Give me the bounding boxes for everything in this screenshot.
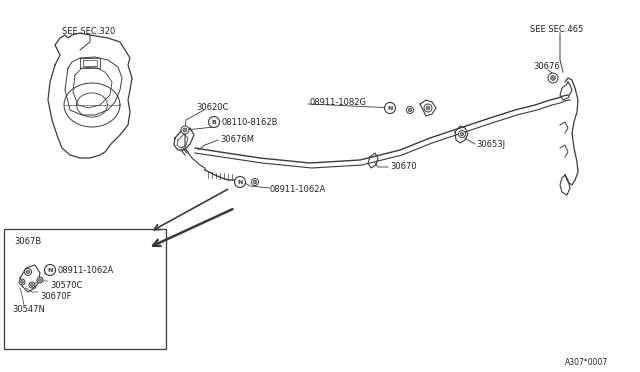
Circle shape xyxy=(424,104,432,112)
Text: 08911-1062A: 08911-1062A xyxy=(270,185,326,194)
Circle shape xyxy=(26,270,29,274)
Circle shape xyxy=(426,106,430,110)
Text: 08911-1062A: 08911-1062A xyxy=(58,266,115,275)
Text: N: N xyxy=(237,180,243,185)
Circle shape xyxy=(29,282,35,288)
Circle shape xyxy=(20,280,24,283)
Text: N: N xyxy=(47,268,52,273)
Text: 08911-1082G: 08911-1082G xyxy=(310,98,367,107)
Circle shape xyxy=(209,116,220,128)
Text: 3067B: 3067B xyxy=(14,237,41,246)
Circle shape xyxy=(408,108,412,112)
Text: B: B xyxy=(212,120,216,125)
Circle shape xyxy=(234,176,246,187)
Text: 30570C: 30570C xyxy=(50,281,83,290)
Circle shape xyxy=(19,279,25,285)
Text: 08110-8162B: 08110-8162B xyxy=(222,118,278,127)
Text: 30547N: 30547N xyxy=(12,305,45,314)
Circle shape xyxy=(31,283,33,286)
Circle shape xyxy=(548,73,558,83)
Text: 30676: 30676 xyxy=(533,62,560,71)
Text: A307*0007: A307*0007 xyxy=(565,358,608,367)
Circle shape xyxy=(460,132,464,136)
Circle shape xyxy=(252,179,259,186)
Circle shape xyxy=(458,131,465,138)
Circle shape xyxy=(181,126,189,134)
Text: 30653J: 30653J xyxy=(476,140,505,149)
Text: 30670F: 30670F xyxy=(40,292,72,301)
Circle shape xyxy=(253,180,257,184)
Circle shape xyxy=(385,103,396,113)
FancyBboxPatch shape xyxy=(4,229,166,349)
Circle shape xyxy=(183,128,187,132)
Text: 30676M: 30676M xyxy=(220,135,254,144)
Circle shape xyxy=(24,269,31,276)
Circle shape xyxy=(406,106,413,113)
Circle shape xyxy=(38,279,42,282)
Text: N: N xyxy=(387,106,393,111)
Circle shape xyxy=(550,76,556,80)
Text: 30620C: 30620C xyxy=(196,103,228,112)
Text: SEE SEC.465: SEE SEC.465 xyxy=(530,25,583,34)
Circle shape xyxy=(45,264,56,276)
Text: SEE SEC.320: SEE SEC.320 xyxy=(62,27,115,36)
Text: 30670: 30670 xyxy=(390,162,417,171)
Circle shape xyxy=(37,277,43,283)
